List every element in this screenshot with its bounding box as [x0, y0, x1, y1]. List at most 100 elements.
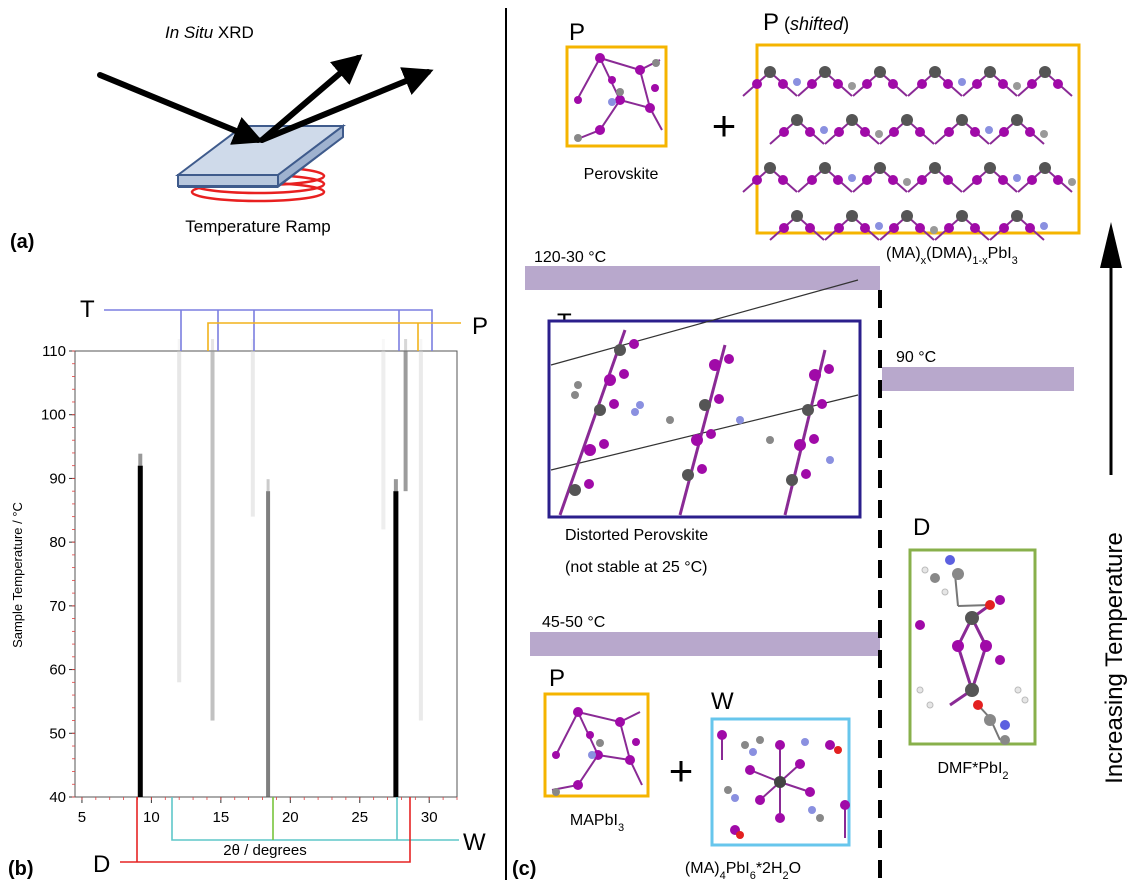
- carbon-atom: [574, 381, 582, 389]
- y-tick-label: 110: [42, 343, 66, 360]
- iodide-atom: [833, 79, 843, 89]
- phase-P-bracket: [207, 322, 461, 351]
- heatmap-plot-area: [74, 350, 458, 798]
- iodide-atom: [943, 175, 953, 185]
- diffraction-peak-band-7: [381, 351, 386, 530]
- x-tick-label: 30: [421, 809, 438, 826]
- nitrogen-atom: [631, 408, 639, 416]
- shifted-perovskite-crystal-icon: [742, 43, 1081, 241]
- shifted-P-label: P (shifted): [763, 9, 849, 36]
- lead-atom: [791, 210, 803, 222]
- octahedra-chain: [558, 329, 627, 516]
- panel-b-label: (b): [8, 858, 34, 880]
- lead-atom: [984, 162, 996, 174]
- y-tick-label: 40: [49, 789, 66, 806]
- iodide-atom: [999, 127, 1009, 137]
- iodide-atom: [1025, 127, 1035, 137]
- distorted-label-line2: (not stable at 25 °C): [565, 559, 707, 576]
- iodide-atom: [778, 175, 788, 185]
- iodide-atom: [917, 175, 927, 185]
- phase-T-bracket: [104, 309, 433, 351]
- iodide-atom: [584, 479, 594, 489]
- lead-atom: [594, 404, 606, 416]
- nitrogen-atom: [1013, 174, 1021, 182]
- phase-T-label: T: [80, 296, 95, 323]
- xray-beams-icon: [97, 54, 434, 145]
- lead-atom: [929, 162, 941, 174]
- iodide-atom: [834, 223, 844, 233]
- dmf-formula: DMF*PbI2: [937, 760, 1008, 782]
- lead-atom: [846, 114, 858, 126]
- diffraction-peak-tip-6: [251, 339, 255, 351]
- iodide-atom: [862, 79, 872, 89]
- lead-atom: [901, 210, 913, 222]
- lead-atom: [956, 210, 968, 222]
- lead-atom: [614, 344, 626, 356]
- bottom-P-label: P: [549, 665, 565, 692]
- iodide-atom: [833, 175, 843, 185]
- lead-atom: [846, 210, 858, 222]
- iodide-atom: [915, 127, 925, 137]
- iodide-atom: [714, 394, 724, 404]
- iodide-atom: [752, 79, 762, 89]
- nitrogen-atom: [1040, 222, 1048, 230]
- bottom-W-label: W: [711, 688, 734, 715]
- iodide-atom: [862, 175, 872, 185]
- phase-W-bracket: [171, 797, 459, 841]
- iodide-atom: [817, 399, 827, 409]
- carbon-atom: [1040, 130, 1048, 138]
- lead-atom: [1011, 210, 1023, 222]
- iodide-atom: [889, 223, 899, 233]
- x-axis-label: 2θ / degrees: [223, 842, 306, 859]
- mapbi3-formula: MAPbI3: [570, 812, 624, 834]
- increasing-temperature-arrow-icon: [1100, 222, 1122, 475]
- temperature-ramp-label: Temperature Ramp: [185, 217, 331, 236]
- carbon-atom: [666, 416, 674, 424]
- iodide-atom: [972, 175, 982, 185]
- iodide-atom: [599, 439, 609, 449]
- y-axis-ticks: 40 50 60 70 80 90 100 110: [41, 343, 75, 806]
- lead-atom: [956, 114, 968, 126]
- diffraction-peak-tip-4: [211, 339, 215, 351]
- mixed-formula: (MA)x(DMA)1-xPbI3: [886, 245, 1018, 267]
- y-tick-label: 80: [49, 534, 66, 551]
- iodide-atom: [752, 175, 762, 185]
- iodide-atom: [824, 364, 834, 374]
- iodide-atom: [860, 223, 870, 233]
- lead-atom: [569, 484, 581, 496]
- diffraction-peak-band-6: [250, 351, 255, 517]
- iodide-atom: [1053, 79, 1063, 89]
- iodide-atom: [807, 79, 817, 89]
- iodide-atom: [834, 127, 844, 137]
- xrd-label: In Situ XRD: [165, 23, 254, 42]
- nitrogen-atom: [985, 126, 993, 134]
- temp-band-45-50-label: 45-50 °C: [542, 614, 605, 631]
- lead-atom: [764, 162, 776, 174]
- iodide-atom: [807, 175, 817, 185]
- distorted-perovskite-crystal-icon: [547, 279, 862, 519]
- lead-atom: [874, 162, 886, 174]
- nitrogen-atom: [820, 126, 828, 134]
- diffraction-peak-tip-5: [404, 339, 408, 351]
- mapbi3-crystal-icon: [543, 692, 650, 798]
- lead-atom: [764, 66, 776, 78]
- panel-a: In Situ XRD Temperature Ramp (a): [10, 23, 434, 253]
- perovskite-label: Perovskite: [584, 166, 659, 183]
- carbon-atom: [930, 226, 938, 234]
- nitrogen-atom: [736, 416, 744, 424]
- iodide-atom: [805, 127, 815, 137]
- y-tick-label: 50: [49, 725, 66, 742]
- nitrogen-atom: [958, 78, 966, 86]
- iodide-atom: [779, 223, 789, 233]
- iodide-atom: [1025, 223, 1035, 233]
- y-tick-label: 60: [49, 662, 66, 679]
- phase-D-bracket: [120, 797, 411, 863]
- nitrogen-atom: [848, 174, 856, 182]
- plus-sign-top: +: [712, 102, 737, 149]
- nitrogen-atom: [636, 401, 644, 409]
- iodide-atom: [697, 464, 707, 474]
- diffraction-peak-tip-8: [419, 339, 423, 351]
- x-tick-label: 25: [351, 809, 368, 826]
- iodide-atom: [889, 127, 899, 137]
- carbon-atom: [1013, 82, 1021, 90]
